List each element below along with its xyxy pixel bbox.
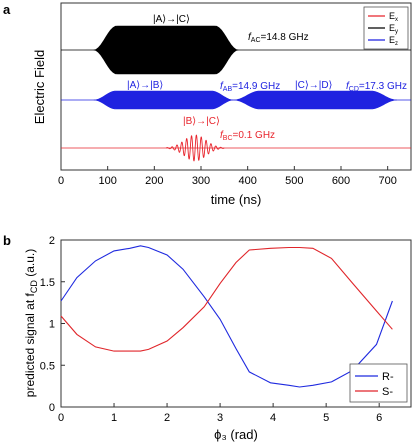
panel-b-legend-box: [349, 363, 408, 403]
ex-pulse-bc: [165, 134, 225, 162]
legend-ey-label: Ey: [389, 23, 398, 35]
series-ex-pulse: [165, 134, 225, 162]
panel-b-x-tick-label: 1: [111, 412, 117, 424]
series-ez-pulse: [93, 90, 398, 110]
annotation-bc-transition: |B⟩→|C⟩: [183, 116, 220, 127]
panel-a-x-tick-label: 700: [378, 175, 396, 187]
panel-b-y-tick-label: 2: [49, 235, 55, 247]
ez-pulse-ab: [93, 90, 234, 110]
panel-b-ylabel: predicted signal at fCD (a.u.): [23, 249, 39, 397]
panel-b-x-tick-label: 0: [58, 412, 64, 424]
panel-a-xlabel: time (ns): [211, 192, 262, 207]
legend-s-label: S-: [382, 386, 393, 398]
panel-b-label: b: [3, 233, 11, 248]
annotation-ab-transition: |A⟩→|B⟩: [127, 80, 163, 91]
panel-a-x-tick-label: 400: [238, 175, 256, 187]
panel-b-y-tick-label: 1: [49, 319, 55, 331]
series-line-s: [60, 246, 393, 352]
panel-b-legend: R- S-: [349, 363, 408, 403]
panel-b-x-tick-label: 4: [270, 412, 276, 424]
ey-pulse-ac: [93, 25, 239, 75]
panel-b-x-tick-label: 2: [164, 412, 170, 424]
annotation-ab-frequency: fAB=14.9 GHz: [220, 81, 280, 93]
panel-a-x-ticks: 0 100 200 300 400 500 600 700: [58, 166, 397, 187]
panel-a-x-tick-label: 200: [145, 175, 163, 187]
panel-b-x-tick-label: 3: [217, 412, 223, 424]
panel-a-x-tick-label: 100: [98, 175, 116, 187]
annotation-ac-frequency: fAC=14.8 GHz: [248, 32, 309, 44]
panel-b-y-tick-label: 0: [49, 402, 55, 414]
panel-a-ylabel: Electric Field: [32, 50, 47, 124]
panel-a-x-tick-label: 300: [192, 175, 210, 187]
panel-b-y-ticks: 0 0.5 1 1.5 2: [40, 235, 65, 414]
legend-ex-label: Ex: [389, 11, 398, 23]
annotation-bc-frequency: fBC=0.1 GHz: [220, 130, 275, 142]
series-line-r: [60, 245, 393, 388]
ez-pulse-cd: [233, 90, 398, 110]
panel-b-series: [60, 245, 393, 388]
annotation-ac-transition: |A⟩→|C⟩: [153, 14, 190, 25]
annotation-cd-transition: |C⟩→|D⟩: [295, 80, 333, 91]
panel-a-legend: Ex Ey Ez: [363, 6, 409, 50]
series-ey-pulse: [93, 25, 239, 75]
panel-b-x-tick-label: 5: [323, 412, 329, 424]
legend-r-label: R-: [382, 371, 394, 383]
annotation-cd-frequency: fCD=17.3 GHz: [346, 81, 407, 93]
panel-b-x-tick-label: 6: [376, 412, 382, 424]
panel-a-plot-frame: [60, 2, 412, 171]
legend-ez-label: Ez: [389, 35, 398, 47]
panel-a-x-tick-label: 600: [332, 175, 350, 187]
panel-a-x-tick-label: 0: [58, 175, 64, 187]
panel-b-xlabel: ϕ₃ (rad): [214, 427, 258, 442]
panel-a-x-tick-label: 500: [285, 175, 303, 187]
panel-b-y-tick-label: 0.5: [40, 360, 55, 372]
panel-b-x-ticks: 0 1 2 3 4 5 6: [58, 403, 382, 424]
panel-a-label: a: [3, 2, 11, 17]
panel-b-y-tick-label: 1.5: [40, 277, 55, 289]
